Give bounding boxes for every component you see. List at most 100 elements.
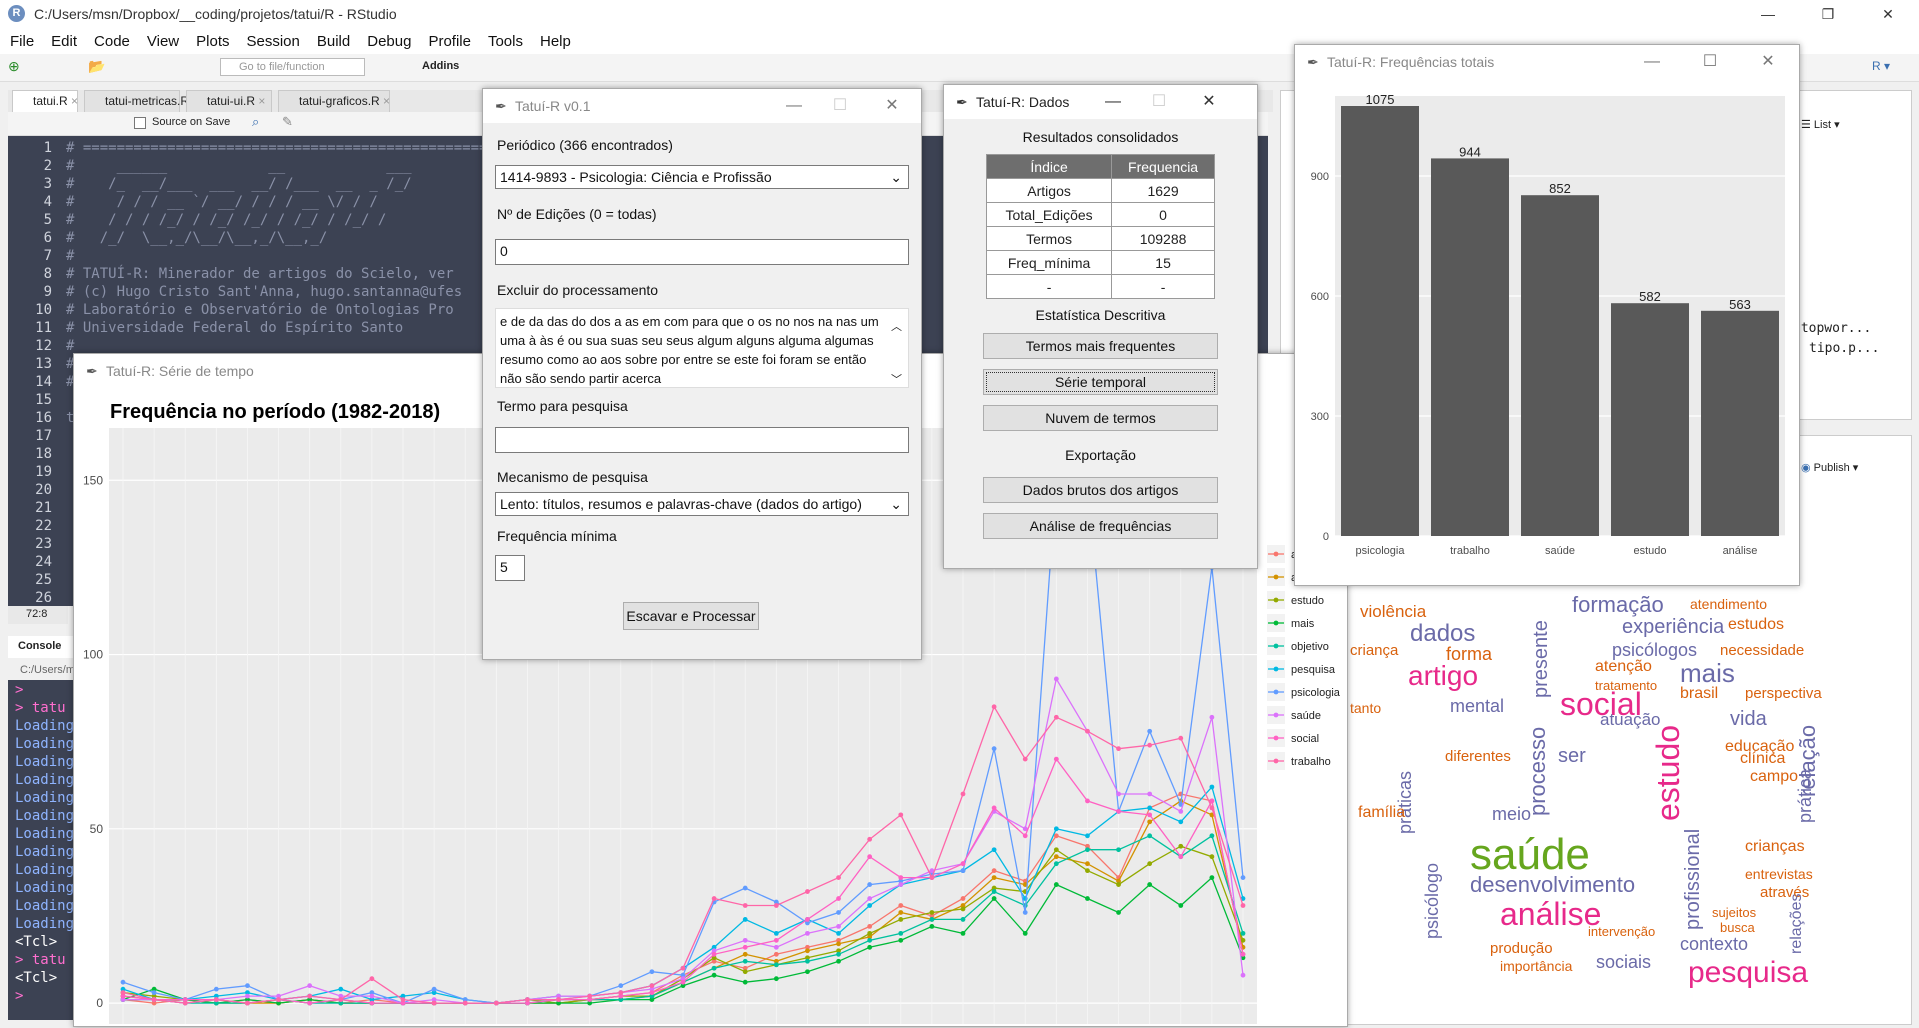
- data-point: [960, 861, 966, 867]
- serie-temporal-button[interactable]: Série temporal: [983, 369, 1218, 395]
- menu-item[interactable]: Plots: [196, 33, 230, 50]
- data-point: [1053, 847, 1059, 853]
- close-icon[interactable]: ✕: [885, 97, 899, 114]
- maximize-icon[interactable]: ☐: [1702, 53, 1718, 70]
- close-icon[interactable]: ✕: [1882, 6, 1894, 22]
- cloud-word: educação: [1725, 738, 1795, 755]
- publish-button[interactable]: ◉ Publish ▾: [1801, 462, 1859, 474]
- data-point: [1209, 833, 1215, 839]
- close-tab-icon[interactable]: ×: [67, 94, 79, 108]
- menu-item[interactable]: Edit: [51, 33, 78, 50]
- nuvem-termos-button[interactable]: Nuvem de termos: [983, 405, 1218, 431]
- maximize-icon[interactable]: ☐: [1151, 93, 1167, 110]
- close-icon[interactable]: ✕: [1202, 93, 1216, 110]
- table-cell: -: [1111, 274, 1215, 299]
- rstudio-titlebar: R C:/Users/msn/Dropbox/__coding/projetos…: [0, 0, 1919, 28]
- escavar-button[interactable]: Escavar e Processar: [623, 602, 759, 630]
- resultados-header: Resultados consolidados: [1022, 129, 1179, 145]
- resultados-table: Índice Frequencia Artigos 1629 Total_Ediçõ…: [985, 154, 1215, 299]
- close-icon[interactable]: ✕: [1761, 53, 1775, 70]
- minimize-icon[interactable]: —: [1761, 6, 1775, 22]
- termo-input[interactable]: [495, 427, 909, 453]
- data-point: [742, 917, 748, 922]
- data-point: [1085, 861, 1090, 867]
- x-tick-label: trabalho: [1450, 545, 1490, 557]
- goto-file-input[interactable]: Go to file/function: [220, 58, 365, 76]
- console-tab[interactable]: Console: [8, 636, 78, 658]
- menu-item[interactable]: Tools: [487, 33, 523, 50]
- freq-titlebar: ✒ Tatuí-R: Frequências totais — ☐ ✕: [1295, 45, 1799, 79]
- list-view-toggle[interactable]: ☰ List ▾: [1801, 119, 1840, 131]
- editor-tab[interactable]: tatui.R ×: [12, 90, 78, 112]
- bar-data-label: 563: [1729, 297, 1751, 312]
- console-line: Loading: [15, 754, 75, 770]
- edicoes-label: Nº de Edições (0 = todas): [497, 206, 657, 222]
- bar: [1701, 310, 1779, 536]
- data-point: [1240, 875, 1246, 881]
- data-point: [1022, 878, 1028, 884]
- close-tab-icon[interactable]: ×: [379, 94, 391, 108]
- main-window: ✒ Tatuí-R v0.1 — ☐ ✕ Periódico (366 enco…: [482, 88, 922, 660]
- new-file-icon[interactable]: ⊕: [8, 58, 20, 74]
- magic-wand-icon[interactable]: ✎: [282, 114, 293, 129]
- addins-menu[interactable]: Addins: [422, 60, 460, 72]
- minimize-icon[interactable]: —: [1644, 53, 1660, 70]
- cloud-word: estudo: [1650, 724, 1686, 821]
- menu-item[interactable]: Help: [540, 33, 571, 50]
- freq-input[interactable]: 5: [495, 555, 525, 581]
- minimize-icon[interactable]: —: [786, 97, 802, 114]
- data-point: [1085, 798, 1090, 804]
- menu-item[interactable]: File: [10, 33, 35, 50]
- scroll-down-icon[interactable]: ﹀: [891, 374, 902, 386]
- menu-item[interactable]: Build: [316, 33, 351, 50]
- restore-icon[interactable]: ❐: [1821, 6, 1835, 22]
- data-point: [836, 910, 841, 915]
- dados-brutos-button[interactable]: Dados brutos dos artigos: [983, 477, 1218, 503]
- analise-frequencias-button[interactable]: Análise de frequências: [983, 513, 1218, 539]
- excluir-textarea[interactable]: e de da das do dos a as em com para que …: [495, 308, 909, 388]
- data-point: [773, 976, 779, 982]
- data-point: [773, 958, 779, 964]
- data-point: [1178, 735, 1184, 741]
- menu-item[interactable]: View: [146, 33, 180, 50]
- open-folder-icon[interactable]: 📂: [88, 58, 106, 74]
- cloud-word: psicólogos: [1612, 640, 1698, 660]
- editor-tab[interactable]: tatui-ui.R ×: [186, 90, 272, 112]
- maximize-icon[interactable]: ☐: [832, 97, 848, 114]
- data-point: [991, 868, 997, 874]
- data-point: [213, 993, 219, 999]
- main-title: Tatuí-R v0.1: [515, 98, 591, 114]
- menu-item[interactable]: Code: [94, 33, 130, 50]
- editor-tab-label: tatui-metricas.R: [105, 94, 190, 108]
- mecanismo-select[interactable]: Lento: títulos, resumos e palavras-chave…: [495, 492, 909, 516]
- periodico-select[interactable]: 1414-9893 - Psicologia: Ciência e Profis…: [495, 165, 909, 189]
- data-point: [462, 1000, 468, 1006]
- data-point: [213, 986, 219, 992]
- line-number: 10: [35, 302, 52, 318]
- line-number: 11: [35, 320, 52, 336]
- source-on-save-checkbox[interactable]: [134, 117, 146, 129]
- data-point: [711, 958, 717, 964]
- cloud-word: sociais: [1596, 952, 1652, 972]
- console-line: <Tcl>: [15, 970, 58, 986]
- scroll-up-icon[interactable]: ︿: [891, 321, 902, 333]
- r-version-icon[interactable]: R ▾: [1872, 59, 1891, 73]
- cloud-word: desenvolvimento: [1470, 872, 1636, 897]
- menu-item[interactable]: Debug: [367, 33, 412, 50]
- data-point: [867, 937, 873, 943]
- publish-label: Publish: [1813, 462, 1850, 474]
- console-panel[interactable]: > > tatu Loading Loading Loading Loading Loadi…: [8, 680, 80, 1020]
- data-point: [369, 990, 375, 996]
- editor-tab[interactable]: tatui-metricas.R ×: [84, 90, 199, 112]
- close-tab-icon[interactable]: ×: [255, 94, 266, 108]
- search-icon[interactable]: ⌕: [252, 114, 260, 129]
- menu-item[interactable]: Profile: [428, 33, 471, 50]
- minimize-icon[interactable]: —: [1105, 93, 1121, 110]
- editor-tab[interactable]: tatui-graficos.R ×: [278, 90, 390, 112]
- termos-frequentes-button[interactable]: Termos mais frequentes: [983, 333, 1218, 359]
- edicoes-input[interactable]: 0: [495, 239, 909, 265]
- data-point: [213, 997, 219, 1003]
- data-point: [1085, 868, 1090, 874]
- table-cell: Freq_mínima: [985, 250, 1113, 275]
- menu-item[interactable]: Session: [246, 33, 300, 50]
